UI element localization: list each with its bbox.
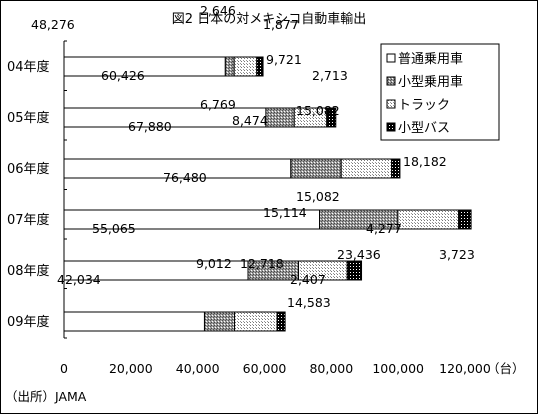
x-unit-label: （台） — [487, 361, 525, 376]
category-label: 08年度 — [7, 263, 50, 279]
legend-label: トラック — [398, 98, 450, 113]
data-label: 9,012 — [196, 256, 232, 271]
bar-segment — [340, 158, 393, 179]
category-label: 06年度 — [7, 161, 50, 177]
data-label: 48,276 — [31, 17, 75, 32]
category-label: 05年度 — [7, 110, 50, 126]
bar-segment — [224, 56, 235, 77]
data-label: 55,065 — [92, 221, 136, 236]
data-label: 60,426 — [101, 68, 145, 83]
data-label: 15,082 — [296, 103, 340, 118]
data-label: 6,769 — [200, 97, 236, 112]
data-label: 14,583 — [287, 295, 331, 310]
data-label: 8,474 — [232, 113, 268, 128]
x-tick-label: 100,000 — [372, 361, 424, 376]
legend-label: 小型バス — [398, 121, 450, 136]
x-tick-label: 60,000 — [243, 361, 287, 376]
data-label: 12,718 — [240, 256, 284, 271]
bar-segment — [290, 158, 342, 179]
legend-swatch — [386, 122, 396, 132]
bar-segment — [63, 311, 205, 332]
data-label: 76,480 — [163, 170, 207, 185]
data-label: 9,721 — [266, 52, 302, 67]
source-note: （出所）JAMA — [5, 389, 87, 404]
bar-segment — [276, 311, 286, 332]
data-label: 1,877 — [263, 17, 299, 32]
legend-box — [380, 43, 500, 141]
category-label: 09年度 — [7, 314, 50, 330]
chart-title: 図2 日本の対メキシコ自動車輸出 — [172, 12, 366, 27]
x-tick-label: 20,000 — [109, 361, 153, 376]
data-label: 23,436 — [337, 247, 381, 262]
data-label: 15,114 — [263, 205, 307, 220]
data-label: 15,082 — [296, 189, 340, 204]
data-label: 3,723 — [439, 247, 475, 262]
data-label: 42,034 — [57, 272, 101, 287]
bar-segment — [233, 56, 258, 77]
category-label: 04年度 — [7, 59, 50, 75]
bar-segment — [458, 209, 472, 230]
bar-segment — [346, 260, 363, 281]
x-tick-label: 40,000 — [176, 361, 220, 376]
data-label: 18,182 — [403, 154, 447, 169]
bar-segment — [397, 209, 460, 230]
legend-label: 小型乗用車 — [398, 75, 463, 90]
bar-segment — [391, 158, 401, 179]
x-tick-label: 80,000 — [309, 361, 353, 376]
legend-label: 普通乗用車 — [398, 52, 463, 67]
data-label: 2,713 — [312, 68, 348, 83]
bar-segment — [256, 56, 264, 77]
data-label: 2,407 — [290, 272, 326, 287]
bar-segment — [203, 311, 236, 332]
category-label: 07年度 — [7, 212, 50, 228]
legend-swatch — [386, 99, 396, 109]
bar-segment — [234, 311, 278, 332]
data-label: 2,646 — [200, 3, 236, 18]
data-label: 4,277 — [366, 221, 402, 236]
x-tick-label: 0 — [60, 361, 68, 376]
legend-swatch — [386, 53, 396, 63]
x-tick-label: 120,000 — [439, 361, 491, 376]
bar-segment — [326, 107, 337, 128]
data-label: 67,880 — [128, 119, 172, 134]
legend-swatch — [386, 76, 396, 86]
bar-segment — [265, 107, 295, 128]
